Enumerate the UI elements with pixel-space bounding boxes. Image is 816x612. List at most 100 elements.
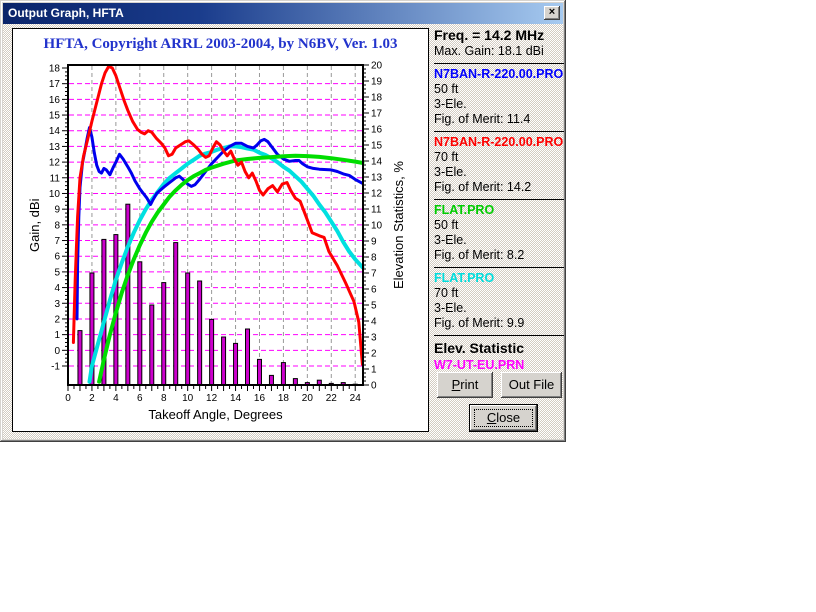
print-button-label: P: [451, 377, 461, 392]
svg-text:18: 18: [371, 93, 383, 104]
separator: [434, 131, 564, 132]
antenna-height: 50 ft: [434, 82, 459, 96]
svg-text:7: 7: [371, 269, 377, 280]
svg-text:18: 18: [49, 64, 61, 75]
svg-text:2: 2: [89, 393, 95, 404]
svg-text:17: 17: [49, 79, 61, 90]
svg-text:20: 20: [371, 61, 383, 72]
svg-text:1: 1: [54, 330, 60, 341]
svg-text:24: 24: [350, 393, 362, 404]
chart-title: HFTA, Copyright ARRL 2003-2004, by N6BV,…: [43, 36, 398, 52]
profile-file-name: N7BAN-R-220.00.PRO: [434, 67, 564, 81]
figure-of-merit: Fig. of Merit: 9.9: [434, 316, 525, 330]
svg-text:10: 10: [371, 221, 383, 232]
svg-text:14: 14: [230, 393, 242, 404]
svg-text:10: 10: [182, 393, 194, 404]
chart-page: HFTA, Copyright ARRL 2003-2004, by N6BV,…: [12, 28, 429, 432]
svg-text:5: 5: [54, 267, 60, 278]
antenna-section: N7BAN-R-220.00.PRO 70 ft 3-Ele. Fig. of …: [434, 135, 564, 195]
figure-of-merit: Fig. of Merit: 11.4: [434, 112, 531, 126]
svg-text:12: 12: [371, 189, 383, 200]
max-gain-readout: Max. Gain: 18.1 dBi: [434, 44, 544, 58]
y-axis-right-label: Elevation Statistics, %: [391, 161, 406, 289]
svg-text:2: 2: [54, 314, 60, 325]
svg-text:1: 1: [371, 365, 377, 376]
elev-statistic-file: W7-UT-EU.PRN: [434, 358, 525, 372]
close-button-label: C: [486, 410, 497, 425]
svg-text:15: 15: [49, 111, 61, 122]
svg-text:16: 16: [49, 95, 61, 106]
svg-text:6: 6: [137, 393, 143, 404]
svg-text:11: 11: [371, 205, 382, 216]
separator: [434, 335, 564, 336]
antenna-section: N7BAN-R-220.00.PRO 50 ft 3-Ele. Fig. of …: [434, 67, 564, 127]
svg-text:9: 9: [54, 205, 60, 216]
svg-text:14: 14: [371, 157, 383, 168]
svg-text:4: 4: [54, 283, 60, 294]
gain-elevation-chart: 0 2 4 6 8 10 12 14 16 18 20 22 24-101234567891011121…: [49, 61, 383, 405]
svg-text:4: 4: [113, 393, 119, 404]
x-axis-label: Takeoff Angle, Degrees: [148, 407, 283, 422]
svg-text:6: 6: [371, 285, 377, 296]
profile-file-name: N7BAN-R-220.00.PRO: [434, 135, 564, 149]
svg-text:11: 11: [50, 173, 61, 184]
profile-file-name: FLAT.PRO: [434, 203, 495, 217]
svg-text:0: 0: [371, 381, 377, 392]
out-file-button[interactable]: Out File: [501, 372, 562, 398]
svg-text:15: 15: [371, 141, 383, 152]
svg-text:12: 12: [206, 393, 218, 404]
svg-text:13: 13: [371, 173, 383, 184]
antenna-height: 70 ft: [434, 150, 459, 164]
antenna-section: FLAT.PRO 50 ft 3-Ele. Fig. of Merit: 8.2: [434, 203, 564, 263]
print-button[interactable]: Print: [437, 372, 493, 398]
figure-of-merit: Fig. of Merit: 14.2: [434, 180, 532, 194]
antenna-elements: 3-Ele.: [434, 97, 467, 111]
svg-text:12: 12: [49, 158, 61, 169]
svg-text:16: 16: [254, 393, 266, 404]
focus-rectangle: [474, 409, 533, 427]
svg-text:2: 2: [371, 349, 377, 360]
title-bar[interactable]: Output Graph, HFTA ×: [3, 3, 563, 24]
antenna-height: 50 ft: [434, 218, 459, 232]
close-icon[interactable]: ×: [544, 6, 560, 20]
y-axis-left-label: Gain, dBi: [27, 198, 42, 252]
svg-text:4: 4: [371, 317, 377, 328]
svg-text:10: 10: [49, 189, 61, 200]
svg-text:22: 22: [326, 393, 338, 404]
info-panel: Freq. = 14.2 MHz Max. Gain: 18.1 dBi N7B…: [434, 27, 564, 373]
svg-text:19: 19: [371, 77, 383, 88]
figure-of-merit: Fig. of Merit: 8.2: [434, 248, 525, 262]
close-button[interactable]: Close: [469, 404, 538, 432]
svg-text:0: 0: [54, 346, 60, 357]
svg-text:13: 13: [49, 142, 61, 153]
svg-text:7: 7: [54, 236, 60, 247]
svg-text:14: 14: [49, 126, 61, 137]
svg-text:3: 3: [371, 333, 377, 344]
svg-text:18: 18: [278, 393, 290, 404]
svg-text:16: 16: [371, 125, 383, 136]
dialog-client-area: HFTA, Copyright ARRL 2003-2004, by N6BV,…: [3, 24, 564, 439]
separator: [434, 63, 564, 64]
svg-text:9: 9: [371, 237, 377, 248]
antenna-elements: 3-Ele.: [434, 233, 467, 247]
svg-text:3: 3: [54, 299, 60, 310]
antenna-elements: 3-Ele.: [434, 165, 467, 179]
svg-text:5: 5: [371, 301, 377, 312]
frequency-readout: Freq. = 14.2 MHz: [434, 27, 545, 43]
svg-text:8: 8: [161, 393, 167, 404]
window-title: Output Graph, HFTA: [8, 6, 124, 20]
svg-text:17: 17: [371, 109, 383, 120]
elev-statistic-heading: Elev. Statistic: [434, 340, 525, 356]
profile-file-name: FLAT.PRO: [434, 271, 495, 285]
separator: [434, 199, 564, 200]
output-graph-dialog: Output Graph, HFTA × HFTA, Copyright ARR…: [0, 0, 566, 442]
svg-text:6: 6: [54, 252, 60, 263]
separator: [434, 267, 564, 268]
antenna-height: 70 ft: [434, 286, 459, 300]
antenna-elements: 3-Ele.: [434, 301, 467, 315]
svg-text:0: 0: [65, 393, 71, 404]
svg-text:8: 8: [54, 220, 60, 231]
antenna-section: FLAT.PRO 70 ft 3-Ele. Fig. of Merit: 9.9: [434, 271, 564, 331]
svg-text:-1: -1: [51, 362, 60, 373]
svg-text:8: 8: [371, 253, 377, 264]
